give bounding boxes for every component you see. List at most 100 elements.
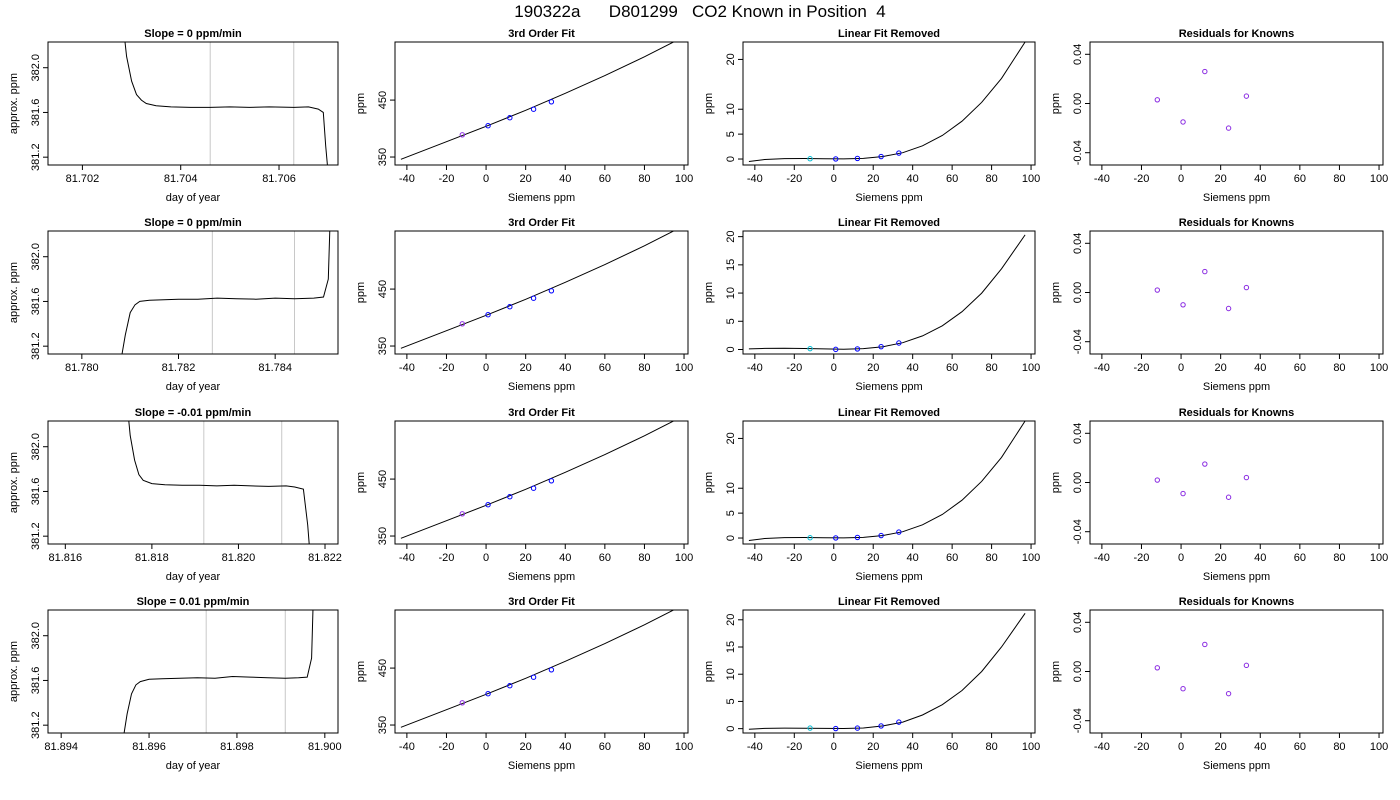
x-axis-label: day of year [166,760,221,772]
y-tick-label: 0 [725,726,737,732]
fit-curve-line [400,421,675,539]
x-tick-label: -20 [1134,362,1150,374]
x-tick-label: -40 [399,741,415,753]
x-tick-label: 100 [1022,741,1040,753]
y-tick-label: 350 [377,716,389,734]
panel-r3-c2: -40 -20 0 20 40 60 80 100 0 5 10 15 20 Linear Fit Rem… [703,596,1040,772]
plot-frame [1089,420,1384,545]
y-axis-label: ppm [355,282,367,303]
x-tick-label: 81.896 [132,741,166,753]
y-tick-label: -0.04 [1072,519,1084,544]
known-data-point [485,691,491,697]
y-tick-label: 381.6 [30,288,42,316]
x-axis-label: Siemens ppm [508,381,575,393]
y-axis-label: ppm [355,661,367,682]
y-tick-label: 450 [377,91,389,109]
known-data-point [459,321,466,327]
y-tick-label: 10 [725,287,737,299]
x-tick-label: 81.820 [222,552,256,564]
panel-r0-c2: -40 -20 0 20 40 60 80 100 0 5 10 20 Linear Fit Remov… [703,28,1040,204]
panel-r2-c3: -40 -20 0 20 40 60 80 100 -0.04 0.00 0.04 Residuals… [1050,407,1388,583]
known-data-point [1154,287,1161,293]
x-tick-label: 100 [675,173,693,185]
x-tick-label: 40 [907,173,919,185]
panel-r2-c0: 81.816 81.818 81.820 81.822 381.2 381.6 382.0 S… [8,407,342,583]
x-tick-label: 100 [1022,362,1040,374]
y-tick-label: 381.6 [30,478,42,506]
x-tick-label: -40 [399,362,415,374]
known-data-point [854,155,861,162]
y-tick-label: 10 [725,482,737,494]
x-tick-label: 20 [1215,173,1227,185]
panel-title: Residuals for Knowns [1179,407,1295,419]
panel-r2-c1: -40 -20 0 20 40 60 80 100 350 450 3rd Order Fit Sie… [355,407,693,583]
x-tick-label: 100 [675,362,693,374]
x-axis-label: Siemens ppm [1203,381,1270,393]
known-data-point [1225,494,1232,500]
x-tick-label: 80 [638,741,650,753]
known-data-point [854,346,861,352]
known-data-point [833,346,839,353]
known-data-point [1225,305,1232,312]
x-tick-label: 20 [520,362,532,374]
x-tick-label: 40 [907,552,919,564]
y-tick-label: 382.0 [30,622,42,650]
known-data-point [459,700,466,706]
panel-title: Residuals for Knowns [1179,217,1295,229]
known-data-point [1225,690,1232,697]
x-tick-label: 60 [599,552,611,564]
y-tick-label: 450 [377,659,389,677]
known-data-point [854,725,861,731]
y-tick-label: 350 [377,337,389,355]
y-tick-label: 20 [725,231,737,243]
plot-frame [742,230,1036,355]
known-data-point [459,132,466,138]
figure-title: 190322a D801299 CO2 Known in Position 4 [514,2,886,21]
x-tick-label: 20 [867,362,879,374]
plot-frame [47,41,339,166]
y-axis-label: ppm [355,472,367,493]
y-axis-label: ppm [703,282,715,303]
panel-r0-c0: 81.702 81.704 81.706 381.2 381.6 382.0 Slope =… [8,28,339,204]
known-data-point [1243,284,1250,291]
known-data-point [507,115,513,121]
x-axis-label: Siemens ppm [508,571,575,583]
x-tick-label: 20 [867,173,879,185]
y-axis-label: approx. ppm [8,641,20,702]
fit-curve-line [748,613,1026,730]
plot-frame [394,230,689,355]
x-tick-label: -40 [747,362,763,374]
panel-r3-c0: 81.894 81.896 81.898 81.900 381.2 381.6 382.0 S… [8,596,342,772]
known-data-point [878,723,884,729]
x-tick-label: 60 [946,362,958,374]
signal-trace-line [121,231,331,354]
x-tick-label: -20 [786,362,802,374]
x-tick-label: 60 [599,362,611,374]
known-data-point [1180,686,1186,692]
x-tick-label: 60 [1294,362,1306,374]
x-tick-label: 40 [1254,552,1266,564]
x-tick-label: 0 [483,362,489,374]
x-tick-label: 80 [1333,741,1345,753]
known-data-point [530,106,537,112]
x-tick-label: -20 [439,173,455,185]
x-tick-label: 20 [520,552,532,564]
known-data-point [833,725,839,732]
y-tick-label: 382.0 [30,54,42,82]
x-tick-label: 100 [1022,173,1040,185]
x-tick-label: -40 [1094,362,1110,374]
x-tick-label: -20 [1134,741,1150,753]
plot-frame [394,41,689,166]
plot-frame [1089,41,1384,166]
x-tick-label: 80 [638,173,650,185]
fit-curve-line [400,610,675,728]
x-tick-label: 20 [520,173,532,185]
x-tick-label: -20 [786,741,802,753]
x-tick-label: 81.702 [66,173,100,185]
panel-r2-c2: -40 -20 0 20 40 60 80 100 0 5 10 20 Linear Fit Remov… [703,407,1040,583]
known-data-point [854,534,861,541]
y-tick-label: -0.04 [1072,708,1084,733]
known-data-point [1202,461,1208,467]
x-tick-label: 81.782 [162,362,196,374]
panel-r3-c1: -40 -20 0 20 40 60 80 100 350 450 3rd Order Fit Sie… [355,596,693,772]
